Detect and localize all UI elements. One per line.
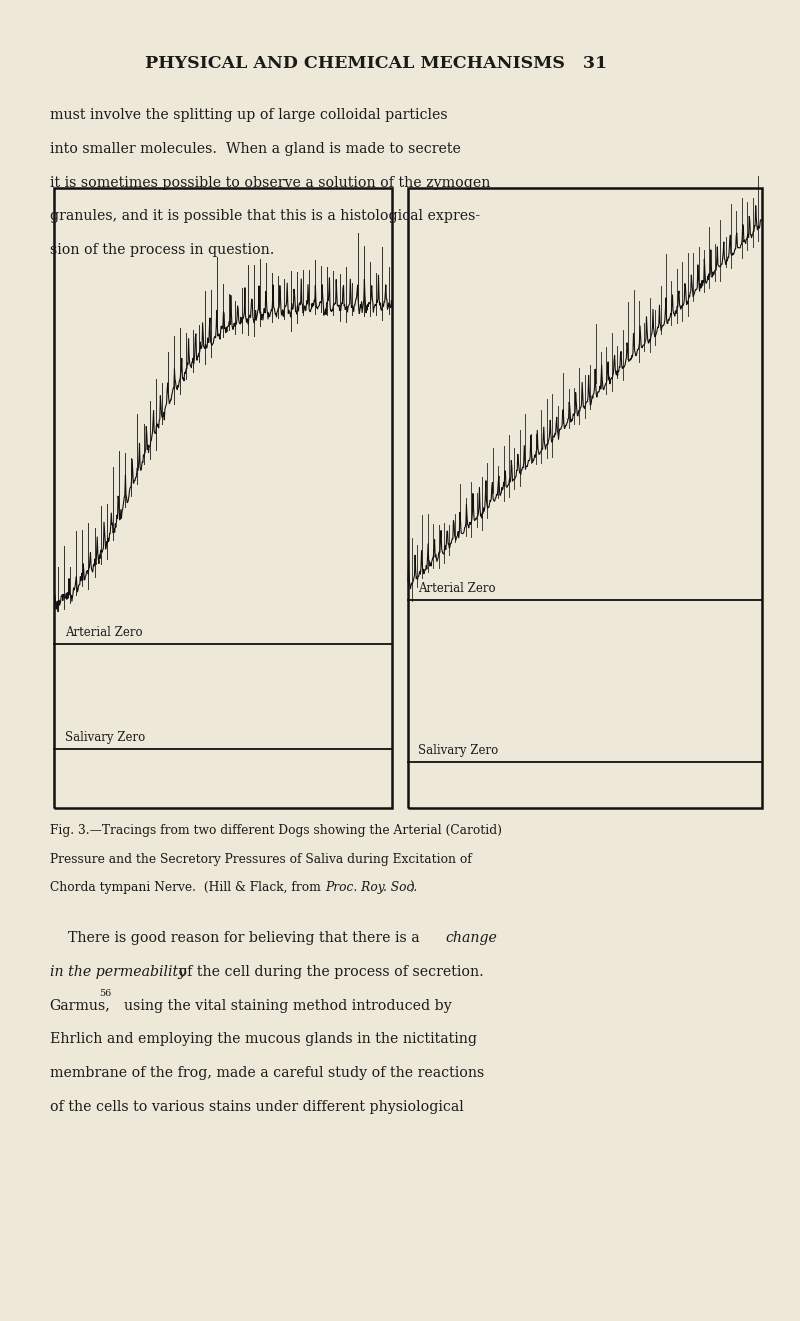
Text: using the vital staining method introduced by: using the vital staining method introduc… [115, 999, 452, 1013]
Text: change: change [446, 931, 498, 946]
Text: Fig. 3.—Tracings from two different Dogs showing the Arterial (Carotid): Fig. 3.—Tracings from two different Dogs… [50, 824, 502, 838]
Text: of the cells to various stains under different physiological: of the cells to various stains under dif… [50, 1099, 463, 1114]
Text: sion of the process in question.: sion of the process in question. [50, 243, 274, 258]
Text: must involve the splitting up of large colloidal particles: must involve the splitting up of large c… [50, 108, 447, 123]
Text: Chorda tympani Nerve.  (Hill & Flack, from: Chorda tympani Nerve. (Hill & Flack, fro… [50, 881, 324, 894]
Text: granules, and it is possible that this is a histological expres-: granules, and it is possible that this i… [50, 209, 480, 223]
Text: PHYSICAL AND CHEMICAL MECHANISMS   31: PHYSICAL AND CHEMICAL MECHANISMS 31 [145, 55, 607, 73]
Text: Proc. Roy. Soc.: Proc. Roy. Soc. [326, 881, 418, 894]
Text: Salivary Zero: Salivary Zero [418, 744, 498, 757]
Text: Salivary Zero: Salivary Zero [65, 732, 145, 744]
Text: Ehrlich and employing the mucous glands in the nictitating: Ehrlich and employing the mucous glands … [50, 1033, 477, 1046]
Text: Arterial Zero: Arterial Zero [65, 626, 142, 638]
Text: Arterial Zero: Arterial Zero [418, 583, 496, 596]
Text: membrane of the frog, made a careful study of the reactions: membrane of the frog, made a careful stu… [50, 1066, 484, 1081]
Text: There is good reason for believing that there is a: There is good reason for believing that … [68, 931, 424, 946]
Text: in the permeability: in the permeability [50, 964, 186, 979]
Text: it is sometimes possible to observe a solution of the zymogen: it is sometimes possible to observe a so… [50, 176, 490, 190]
Text: Garmus,: Garmus, [50, 999, 110, 1013]
Text: into smaller molecules.  When a gland is made to secrete: into smaller molecules. When a gland is … [50, 141, 461, 156]
Text: ): ) [410, 881, 414, 894]
Text: Pressure and the Secretory Pressures of Saliva during Excitation of: Pressure and the Secretory Pressures of … [50, 853, 471, 865]
Text: 56: 56 [99, 989, 111, 999]
Text: of the cell during the process of secretion.: of the cell during the process of secret… [174, 964, 483, 979]
